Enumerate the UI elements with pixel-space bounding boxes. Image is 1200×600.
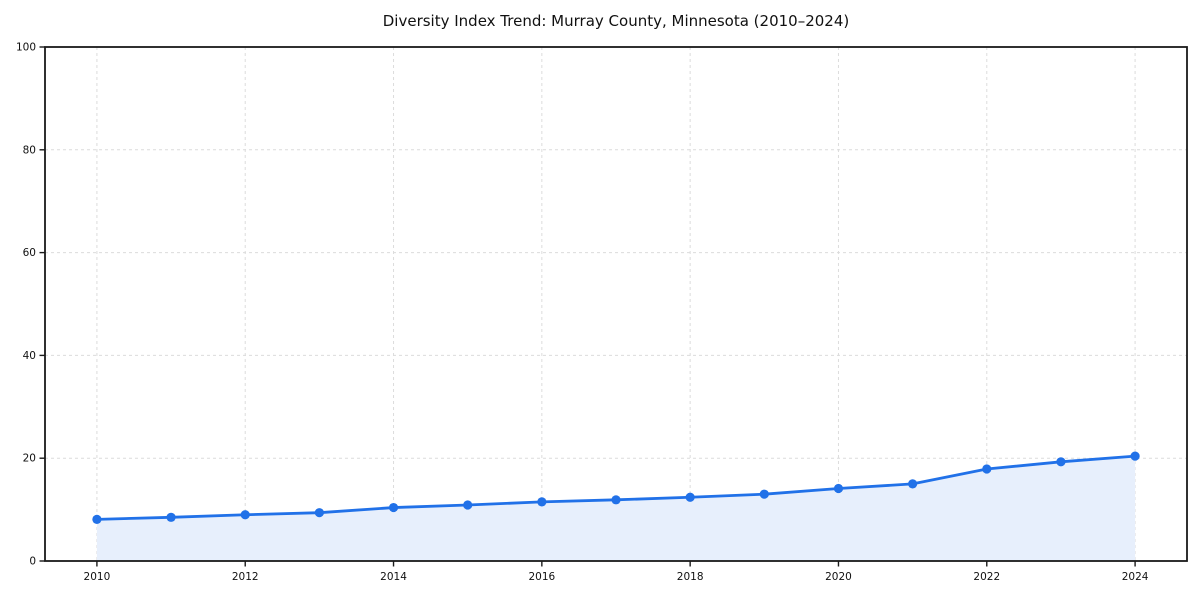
data-point-2022 bbox=[982, 464, 992, 474]
area-fill bbox=[96, 456, 1136, 561]
y-tick-label: 20 bbox=[23, 453, 36, 465]
data-point-2011 bbox=[166, 512, 176, 522]
data-point-2013 bbox=[314, 508, 324, 518]
data-point-2019 bbox=[759, 489, 769, 499]
data-point-2014 bbox=[388, 502, 399, 513]
data-point-2021 bbox=[908, 479, 918, 489]
x-tick-label: 2022 bbox=[973, 571, 1000, 583]
data-point-2020 bbox=[833, 483, 844, 494]
x-tick-label: 2016 bbox=[528, 571, 555, 583]
plot-border bbox=[44, 46, 1188, 562]
data-point-2016 bbox=[537, 497, 547, 507]
x-tick-label: 2018 bbox=[677, 571, 704, 583]
y-tick-label: 100 bbox=[16, 42, 36, 54]
data-point-2024 bbox=[1130, 451, 1140, 461]
y-tick-label: 0 bbox=[29, 556, 36, 568]
data-point-2010 bbox=[92, 514, 102, 524]
data-point-2018 bbox=[685, 492, 695, 502]
x-tick-label: 2014 bbox=[380, 571, 407, 583]
chart-title: Diversity Index Trend: Murray County, Mi… bbox=[382, 12, 850, 30]
x-tick-label: 2024 bbox=[1122, 571, 1149, 583]
data-point-2017 bbox=[611, 495, 621, 505]
data-point-2023 bbox=[1056, 457, 1066, 467]
x-tick-label: 2012 bbox=[232, 571, 259, 583]
y-tick-label: 80 bbox=[23, 144, 36, 156]
data-point-2012 bbox=[240, 510, 250, 520]
x-tick-label: 2010 bbox=[84, 571, 111, 583]
y-tick-label: 60 bbox=[23, 247, 36, 259]
y-tick-label: 40 bbox=[23, 350, 36, 362]
x-tick-label: 2020 bbox=[825, 571, 852, 583]
data-point-2015 bbox=[463, 500, 473, 510]
